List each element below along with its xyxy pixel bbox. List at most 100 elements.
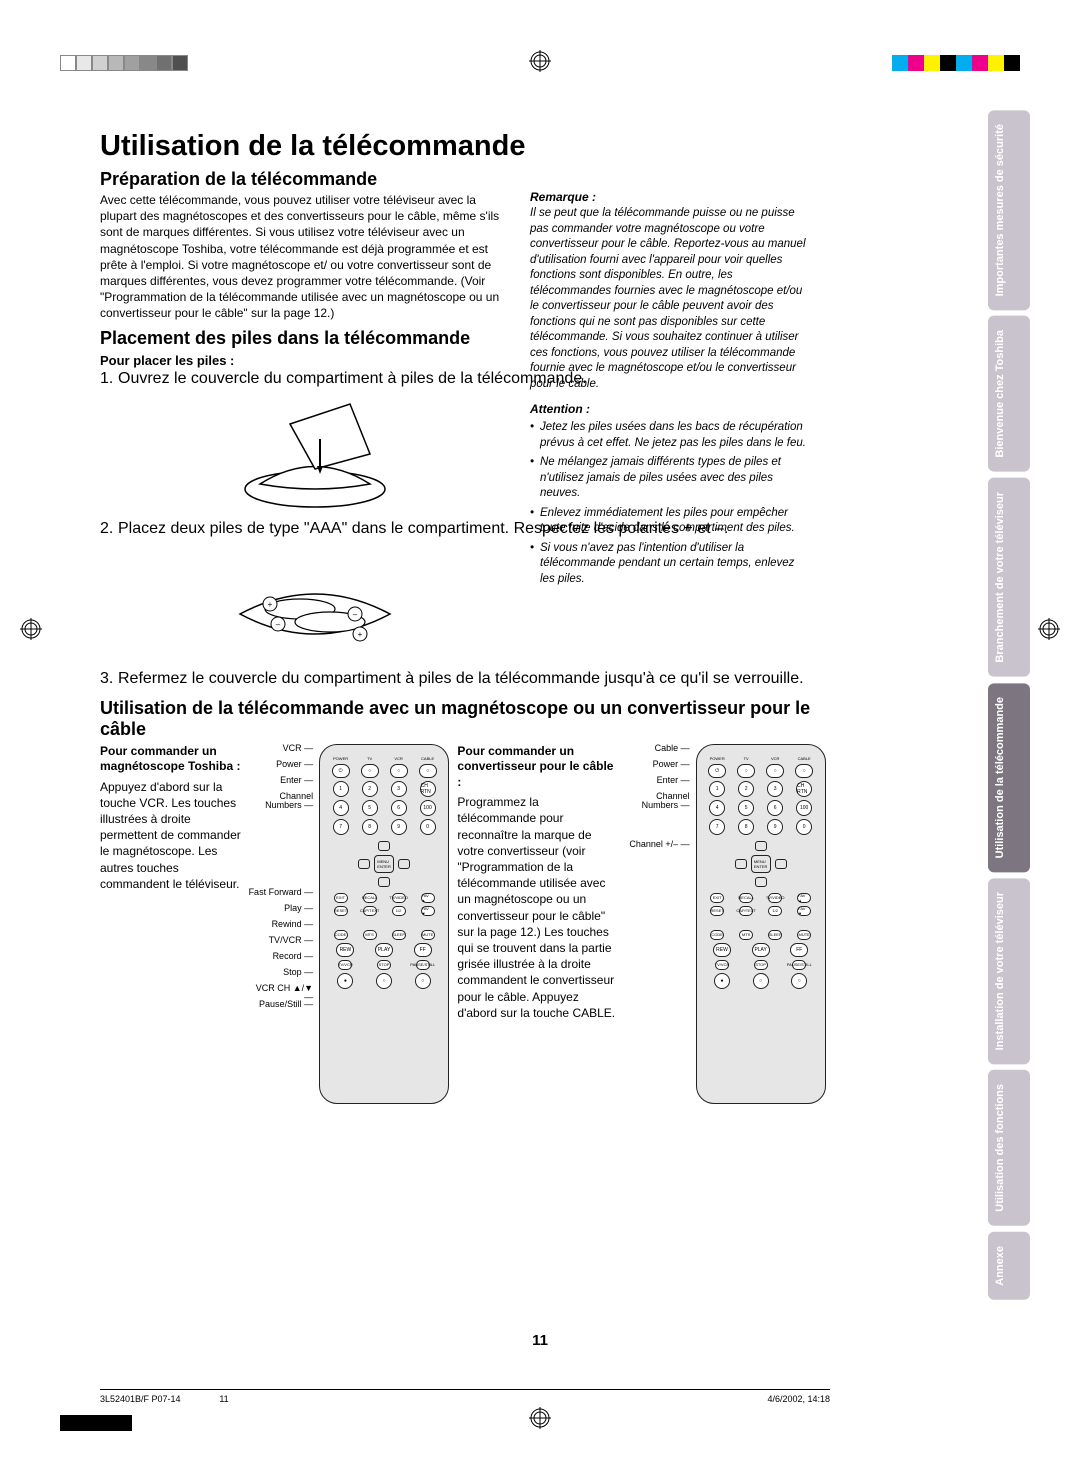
remote-button: 5 xyxy=(362,800,378,816)
footer-right: 4/6/2002, 14:18 xyxy=(767,1394,830,1404)
callout-label: Rewind — xyxy=(248,920,315,936)
remote-button: STOP xyxy=(377,960,391,970)
section-tab: Importantes mesures de sécurité xyxy=(988,110,1030,310)
remote-button: ○ xyxy=(415,973,431,989)
section-tab: Utilisation de la télécommande xyxy=(988,683,1030,872)
remote-button: REW xyxy=(336,943,354,957)
svg-text:+: + xyxy=(358,630,363,639)
remote-button: FF xyxy=(414,943,432,957)
remote-button: TV/VIDEO xyxy=(768,893,782,903)
remote-button: ○ xyxy=(361,764,379,778)
callout-label: Cable — xyxy=(625,744,692,760)
vcr-remote-col: POWERTVVCRCABLE⏻○○○123CH RTN4561007890ME… xyxy=(319,744,453,1104)
attention-item: Jetez les piles usées dans les bacs de r… xyxy=(530,420,810,451)
remote-button: ● xyxy=(337,973,353,989)
remote-button: ○ xyxy=(791,973,807,989)
remote-button: 0 xyxy=(796,819,812,835)
cable-body: Programmez la télécommande pour reconnaî… xyxy=(457,794,620,1021)
remote-button: 4 xyxy=(333,800,349,816)
footer-mid: 11 xyxy=(219,1394,228,1404)
remote-button: CAP/TEXT xyxy=(363,906,377,916)
callout-label: TV/VCR — xyxy=(248,936,315,952)
remote-button: PLAY xyxy=(375,943,393,957)
svg-text:–: – xyxy=(276,620,281,629)
callout-label: Record — xyxy=(248,952,315,968)
callout-label: Channel Numbers — xyxy=(625,792,692,808)
callout-label: Power — xyxy=(248,760,315,776)
remote-button: MUTE xyxy=(421,930,435,940)
remote-button: 6 xyxy=(391,800,407,816)
remote-button: MTS xyxy=(739,930,753,940)
remote-button: CAP/TEXT xyxy=(739,906,753,916)
remote-button: CH RTN xyxy=(420,781,436,797)
step-text: Refermez le couvercle du compartiment à … xyxy=(118,670,830,688)
remote-button: ⏻ xyxy=(708,764,726,778)
registration-mark-left xyxy=(20,618,42,640)
footer-metadata: 3L52401B/F P07-14 11 4/6/2002, 14:18 xyxy=(100,1389,830,1404)
remote-button: CODE xyxy=(710,930,724,940)
remote-button: 7 xyxy=(333,819,349,835)
remote-button: SLEEP xyxy=(392,930,406,940)
attention-list: Jetez les piles usées dans les bacs de r… xyxy=(530,420,810,587)
remote-button: FAV ▼ xyxy=(797,906,811,916)
cable-title: Pour commander un convertisseur pour le … xyxy=(457,744,620,791)
section-tabs: Importantes mesures de sécurité Bienvenue… xyxy=(988,110,1030,1300)
remote-button: FF xyxy=(790,943,808,957)
svg-text:+: + xyxy=(268,600,273,609)
remote-button: ⏻ xyxy=(332,764,350,778)
callout-label: Enter — xyxy=(248,776,315,792)
callout-label xyxy=(625,824,692,840)
vcr-text-col: Pour commander un magnétoscope Toshiba :… xyxy=(100,744,244,1104)
intro-paragraph: Avec cette télécommande, vous pouvez uti… xyxy=(100,192,500,322)
remote-button: ○ xyxy=(390,764,408,778)
remote-button: FAV ▲ xyxy=(797,893,811,903)
attention-item: Si vous n'avez pas l'intention d'utilise… xyxy=(530,541,810,588)
remark-title: Remarque : xyxy=(530,190,810,204)
callout-label xyxy=(248,856,315,872)
callout-label: VCR CH ▲/▼ — xyxy=(248,984,315,1000)
remote-button: TV/VIDEO xyxy=(392,893,406,903)
remote-button: ○ xyxy=(753,973,769,989)
remote-button: 0 xyxy=(420,819,436,835)
remote-button: 100 xyxy=(420,800,436,816)
remote-button: 9 xyxy=(767,819,783,835)
callout-label: Enter — xyxy=(625,776,692,792)
remote-button: TV/VCR xyxy=(715,960,729,970)
remote-button: PAUSE/STILL xyxy=(416,960,430,970)
vcr-body: Appuyez d'abord sur la touche VCR. Les t… xyxy=(100,779,244,892)
callout-label: Power — xyxy=(625,760,692,776)
page-number: 11 xyxy=(0,1332,1080,1349)
illustration-insert-batteries: + – – + xyxy=(220,544,410,664)
svg-text:–: – xyxy=(353,610,358,619)
remote-button: 1/2 xyxy=(392,906,406,916)
step-number: 3. xyxy=(100,670,114,688)
remote-button: 9 xyxy=(391,819,407,835)
remote-button: 6 xyxy=(767,800,783,816)
section-tab: Utilisation des fonctions xyxy=(988,1070,1030,1226)
remote-button: 8 xyxy=(738,819,754,835)
gray-calibration-squares xyxy=(60,55,188,71)
remote-button: REW xyxy=(713,943,731,957)
attention-item: Ne mélangez jamais différents types de p… xyxy=(530,455,810,502)
vcr-cable-section: Utilisation de la télécommande avec un m… xyxy=(100,698,830,1104)
heading-vcr-cable: Utilisation de la télécommande avec un m… xyxy=(100,698,830,740)
remote-button: 2 xyxy=(362,781,378,797)
remote-diagram-cable: POWERTVVCRCABLE⏻○○○123CH RTN4561007890ME… xyxy=(696,744,826,1104)
cable-remote-col: POWERTVVCRCABLE⏻○○○123CH RTN4561007890ME… xyxy=(696,744,830,1104)
callout-label xyxy=(248,824,315,840)
section-tab: Bienvenue chez Toshiba xyxy=(988,316,1030,472)
callout-label: Channel Numbers — xyxy=(248,792,315,808)
remote-button: 1 xyxy=(709,781,725,797)
remote-button: SLEEP xyxy=(768,930,782,940)
notes-column: Remarque : Il se peut que la télécommand… xyxy=(530,190,810,587)
illustration-open-cover xyxy=(220,394,410,514)
remote-button: 8 xyxy=(362,819,378,835)
registration-mark-top xyxy=(529,50,551,72)
attention-title: Attention : xyxy=(530,402,810,416)
remote-button: 4 xyxy=(709,800,725,816)
remote-button: MUTE xyxy=(797,930,811,940)
cable-label-col: Cable —Power —Enter —Channel Numbers —Ch… xyxy=(625,744,692,1104)
remote-button: CH RTN xyxy=(796,781,812,797)
remote-button: 100 xyxy=(796,800,812,816)
section-tab: Annexe xyxy=(988,1232,1030,1300)
